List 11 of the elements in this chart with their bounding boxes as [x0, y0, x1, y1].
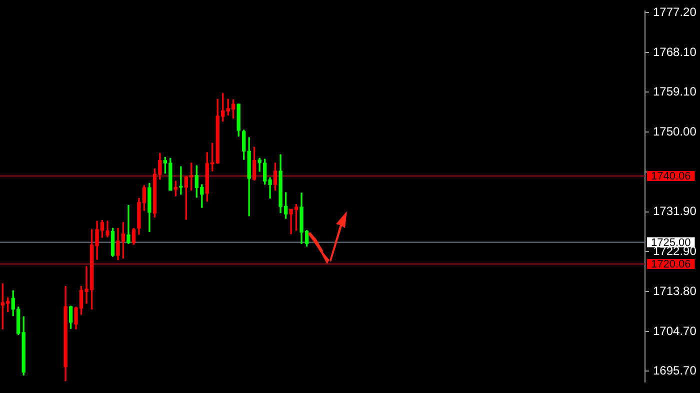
- y-tick-label: 1768.10: [653, 44, 697, 59]
- y-tick-label: 1750.00: [653, 124, 697, 139]
- y-tick-label: 1759.10: [653, 84, 697, 98]
- candlestick: [126, 204, 130, 244]
- y-tick-label: 1731.90: [653, 204, 697, 218]
- y-tick-label: 1777.20: [653, 4, 697, 19]
- y-tick-label: 1704.70: [653, 324, 697, 338]
- ref-line-label: 1740.06: [651, 170, 691, 183]
- y-tick-label: 1713.80: [653, 284, 697, 298]
- ref-line-label: 1720.06: [651, 258, 691, 271]
- y-tick-label: 1695.70: [653, 364, 697, 378]
